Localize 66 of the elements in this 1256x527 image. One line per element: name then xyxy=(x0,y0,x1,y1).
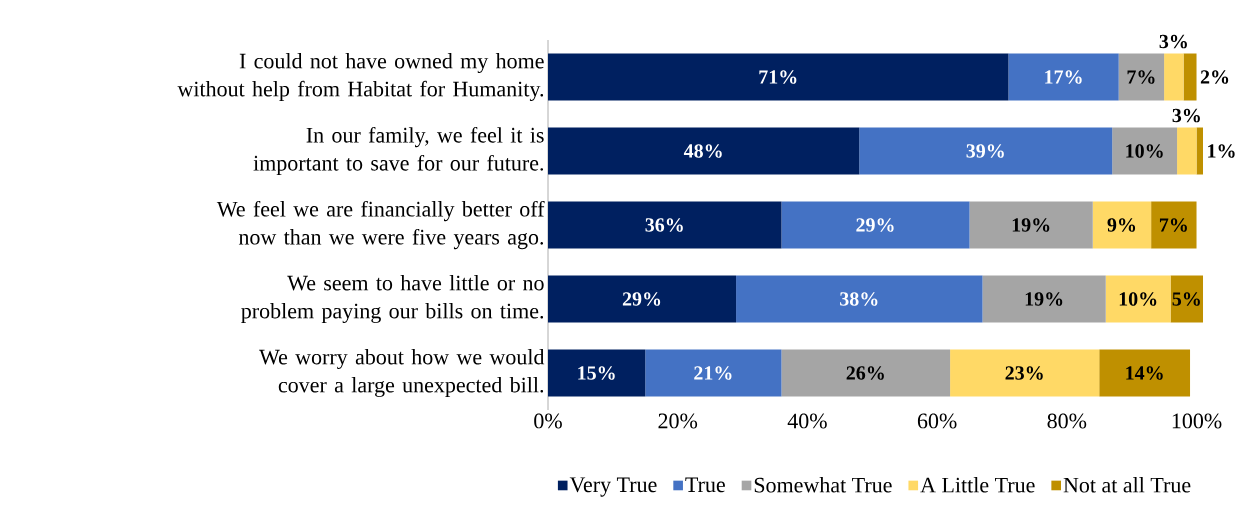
bar xyxy=(1112,127,1178,175)
data-label: 48% xyxy=(683,144,722,158)
bar xyxy=(548,349,646,397)
bar xyxy=(781,349,951,397)
bar xyxy=(781,201,970,249)
y-tick-label: I could not have owned my home without help from Habitat for Humanity. xyxy=(177,53,544,102)
data-label: 71% xyxy=(759,70,797,84)
bar xyxy=(1008,53,1119,101)
data-label: 19% xyxy=(1025,292,1063,306)
data-label: 14% xyxy=(1126,366,1163,380)
data-label: 10% xyxy=(1126,144,1163,158)
data-label: 3% xyxy=(1172,108,1200,123)
bar xyxy=(1170,275,1204,323)
data-label: 29% xyxy=(622,292,661,306)
data-label: 17% xyxy=(1045,70,1082,84)
data-label: 19% xyxy=(1012,218,1050,232)
bar xyxy=(859,127,1113,175)
data-label: 9% xyxy=(1107,218,1136,232)
data-label: 26% xyxy=(846,366,884,380)
bar xyxy=(1164,53,1184,101)
legend-label: Somewhat True xyxy=(754,477,892,493)
data-label: 38% xyxy=(840,292,878,306)
bar xyxy=(982,275,1106,323)
bar xyxy=(1099,349,1191,397)
y-tick-label: In our family, we feel it is important to save for our future. xyxy=(253,126,544,176)
bar xyxy=(645,349,782,397)
x-tick-label: 100% xyxy=(1172,413,1222,429)
bar xyxy=(548,275,737,323)
data-label: 29% xyxy=(856,218,894,232)
bar xyxy=(1092,201,1152,249)
data-label: 2% xyxy=(1200,70,1229,84)
x-tick-label: 80% xyxy=(1047,413,1087,429)
legend-label: True xyxy=(685,477,725,493)
legend-label: Very True xyxy=(569,477,657,497)
x-tick-label: 60% xyxy=(917,413,957,429)
bar xyxy=(1183,53,1197,101)
bar xyxy=(1177,127,1197,175)
bar xyxy=(1196,127,1204,175)
data-label: 36% xyxy=(645,218,683,232)
data-label: 7% xyxy=(1159,218,1187,232)
legend-label: A Little True xyxy=(920,477,1035,493)
data-label: 7% xyxy=(1127,70,1155,84)
bar xyxy=(548,127,860,175)
bar xyxy=(736,275,983,323)
bar xyxy=(950,349,1100,397)
bar xyxy=(1118,53,1165,101)
data-label: 10% xyxy=(1119,292,1157,306)
data-label: 39% xyxy=(966,144,1004,158)
bar xyxy=(1105,275,1171,323)
legend-label: Not at all True xyxy=(1063,477,1191,493)
y-tick-label: We seem to have little or no problem paying our bills on time. xyxy=(241,275,544,324)
data-label: 3% xyxy=(1159,34,1187,49)
data-label: 15% xyxy=(578,366,615,380)
bar xyxy=(969,201,1093,249)
data-label: 1% xyxy=(1208,144,1235,158)
data-label: 21% xyxy=(694,366,732,380)
y-tick-label: We worry about how we would cover a large unexpected bill. xyxy=(259,349,545,398)
bar xyxy=(548,201,782,249)
x-tick-label: 20% xyxy=(658,413,698,429)
bar xyxy=(548,53,1009,101)
data-label: 23% xyxy=(1005,366,1043,380)
bar xyxy=(1151,201,1197,249)
x-tick-label: 40% xyxy=(787,413,827,429)
data-label: 5% xyxy=(1172,292,1200,306)
y-tick-label: We feel we are financially better off now than we were five years ago. xyxy=(216,200,545,250)
x-tick-label: 0% xyxy=(534,413,562,429)
